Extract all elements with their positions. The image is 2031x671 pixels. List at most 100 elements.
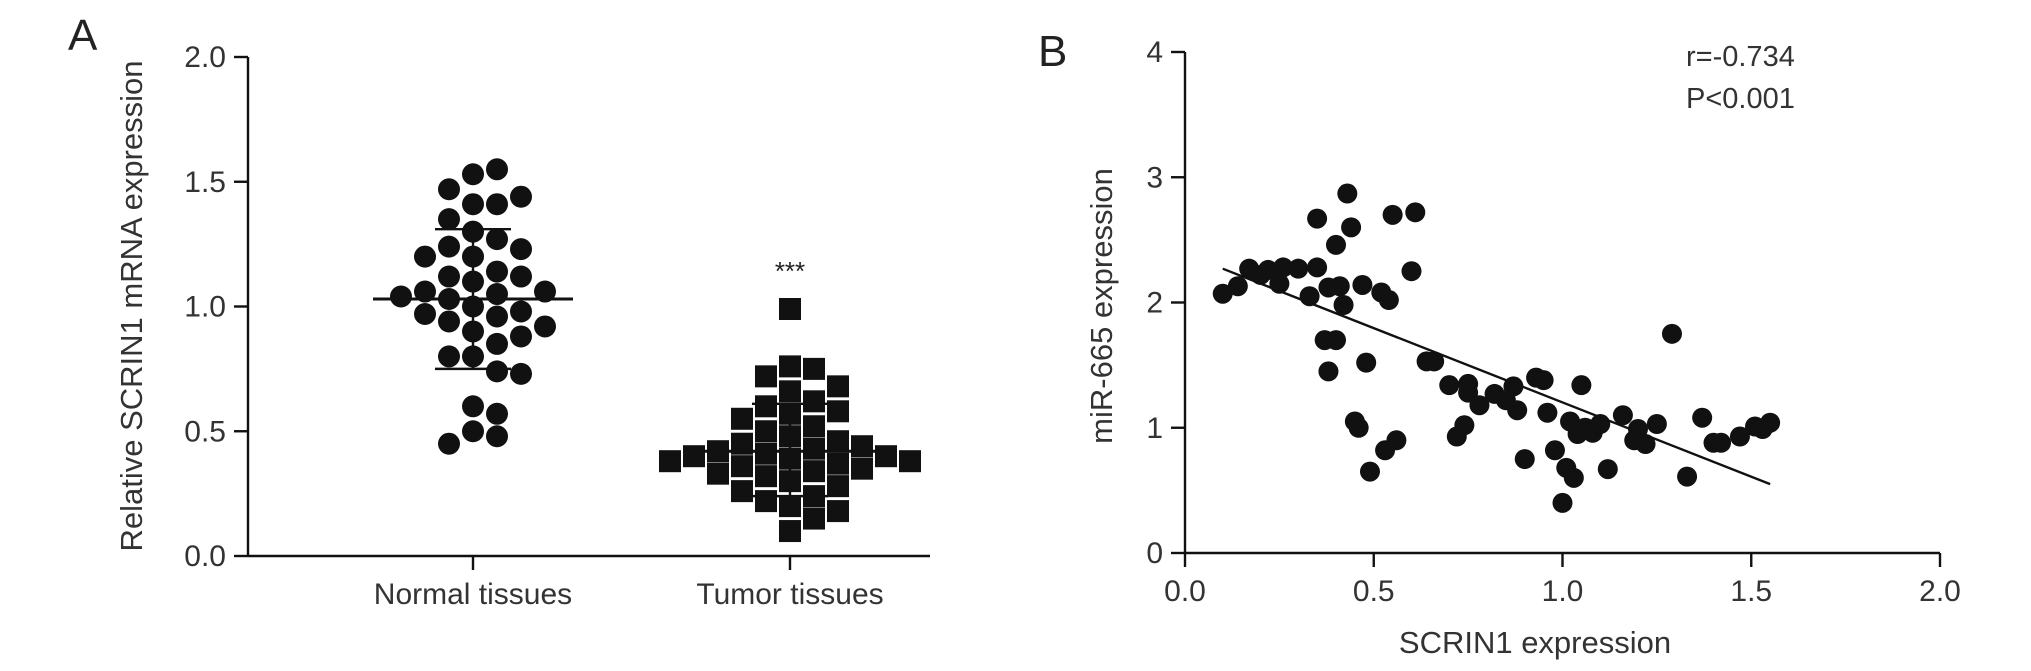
tumor-tissue-point [827,375,849,398]
correlation-point [1382,204,1403,225]
normal-tissue-point [462,163,484,186]
tumor-tissue-point [803,507,825,530]
tumor-tissue-point [827,430,849,453]
tumor-tissue-point [707,462,729,485]
tumor-tissue-point [851,435,873,458]
correlation-point [1661,323,1682,344]
correlation-point [1533,370,1554,391]
normal-tissue-point [510,185,532,208]
tumor-tissue-point [755,420,777,443]
panel-b-y-tick-label: 4 [1146,36,1163,69]
tumor-tissue-point [755,490,777,513]
normal-tissue-point [486,158,508,181]
normal-tissue-point [510,238,532,261]
tumor-tissue-point [851,457,873,480]
normal-tissue-point [486,305,508,328]
panel-b-x-tick-label: 0.5 [1353,575,1395,608]
correlation-point [1273,257,1294,278]
tumor-tissue-point [659,450,681,473]
panel-a-chart: A 0.0 0.5 1.0 1.5 2.0 Normal tissues Tumor ti… [68,11,930,611]
panel-b-letter: B [1038,27,1067,76]
panel-a-y-tick-label: 0.5 [184,415,226,448]
correlation-point [1288,258,1309,279]
normal-tissue-point [534,280,556,303]
tumor-tissue-point [779,297,801,320]
correlation-point [1454,415,1475,436]
tumor-tissue-point [755,365,777,388]
correlation-point [1386,430,1407,451]
normal-tissue-point [486,425,508,448]
panel-a-letter: A [68,11,98,60]
correlation-point [1352,274,1373,295]
tumor-tissue-point [827,500,849,523]
correlation-point [1318,361,1339,382]
normal-tissue-point [438,208,460,231]
correlation-point [1326,234,1346,255]
normal-tissue-point [486,360,508,383]
tumor-tissue-point [683,445,705,468]
correlation-point [1326,330,1346,351]
tumor-tissue-point [779,495,801,518]
correlation-point [1329,276,1350,297]
correlation-point [1401,261,1422,282]
significance-marker: *** [775,256,805,286]
tumor-tissue-point [779,355,801,378]
tumor-tissue-point [803,390,825,413]
normal-tissue-point [510,325,532,348]
panel-b-y-tick-label: 2 [1146,287,1163,320]
tumor-tissue-point [731,480,753,503]
correlation-point [1333,295,1354,316]
normal-tissue-point [486,332,508,355]
panel-b-y-tick-label: 1 [1146,412,1163,445]
tumor-tissue-point [875,445,897,468]
panel-a-category-label: Normal tissues [374,578,572,611]
tumor-tissue-point [731,407,753,430]
correlation-point [1469,395,1490,416]
correlation-point [1258,259,1279,280]
normal-tissue-point [438,310,460,333]
panel-b-y-tick-label: 3 [1146,161,1163,194]
correlation-point [1307,208,1328,229]
normal-tissue-point [390,285,412,308]
normal-tissue-point [486,260,508,283]
panel-a-category-label: Tumor tissues [696,578,883,611]
panel-a-y-axis-title: Relative SCRIN1 mRNA expression [114,60,149,551]
tumor-tissue-point [779,520,801,543]
panel-b-x-tick-label: 1.0 [1542,575,1584,608]
normal-tissue-point [486,283,508,306]
correlation-point [1571,375,1592,396]
panel-b-x-tick-label: 1.5 [1730,575,1772,608]
tumor-tissue-point [827,475,849,498]
tumor-tissue-point [755,442,777,465]
tumor-tissue-point [731,455,753,478]
tumor-tissue-point [899,450,921,473]
tumor-tissue-point [803,415,825,438]
panel-b-x-axis-title: SCRIN1 expression [1399,625,1671,660]
correlation-point [1359,461,1380,482]
correlation-point [1337,183,1358,204]
tumor-tissue-point [731,432,753,455]
correlation-r-label: r=-0.734 [1686,41,1795,73]
normal-tissue-point [510,362,532,385]
normal-tissue-point [510,300,532,323]
normal-tissue-point [534,315,556,338]
normal-tissue-point [510,265,532,288]
tumor-tissue-point [779,380,801,403]
panel-b-x-tick-label: 2.0 [1919,575,1961,608]
correlation-point [1692,407,1713,428]
panel-b-x-tick-label: 0.0 [1164,575,1206,608]
correlation-p-label: P<0.001 [1686,83,1795,115]
correlation-point [1646,413,1667,434]
normal-tissue-point [486,193,508,216]
normal-tissue-point [462,193,484,216]
correlation-point [1677,466,1698,487]
panel-b-chart: B 0 1 2 3 4 0.0 0.5 1.0 1.5 2.0 r=-0.734 P<0.001… [1038,27,1961,660]
correlation-point [1507,400,1528,421]
panel-b-y-tick-label: 0 [1146,537,1163,570]
tumor-tissue-point [803,437,825,460]
correlation-point [1635,434,1656,455]
correlation-point [1711,432,1732,453]
normal-tissue-point [414,280,436,303]
correlation-point [1439,375,1460,396]
